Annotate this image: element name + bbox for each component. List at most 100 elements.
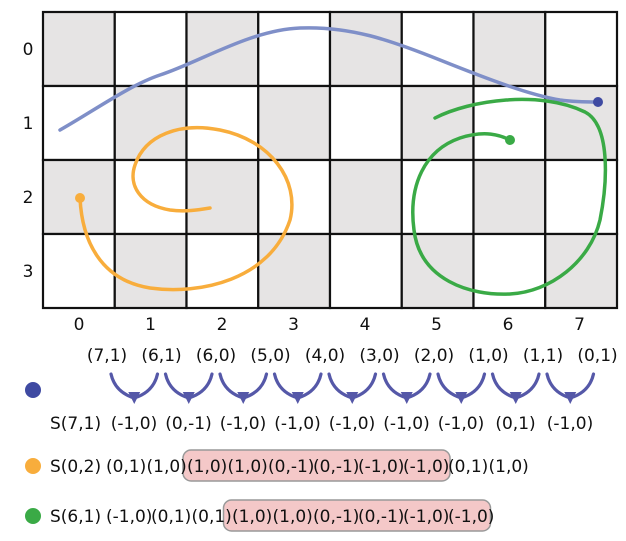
blue-move: (-1,0) <box>111 414 157 434</box>
orange-move: (0,1) <box>106 457 146 477</box>
grid-cell <box>41 84 116 162</box>
green-highlight-move: (-1,0) <box>448 507 494 527</box>
grid-cell <box>41 232 116 310</box>
blue-coordinate: (1,0) <box>468 346 508 366</box>
blue-arrow <box>436 372 487 404</box>
green-trajectory <box>411 97 608 296</box>
grid-cell <box>472 232 547 310</box>
green-start-label: S(6,1) <box>50 507 101 527</box>
blue-move: (-1,0) <box>383 414 429 434</box>
blue-move: (-1,0) <box>547 414 593 434</box>
blue-arrow <box>327 372 378 404</box>
row-label: 2 <box>23 188 34 208</box>
grid-cell <box>472 10 547 88</box>
orange-start-label: S(0,2) <box>50 457 101 477</box>
green-trajectory-end-dot <box>505 135 515 145</box>
trajectory-curves <box>58 26 608 296</box>
orange-highlight-move: (-1,0) <box>403 457 449 477</box>
orange-highlight-box <box>182 449 451 482</box>
green-move: (-1,0) <box>106 507 152 527</box>
blue-arrow <box>163 372 214 404</box>
row-label: 1 <box>23 114 34 134</box>
column-label: 2 <box>217 315 228 335</box>
blue-coordinate-row: (7,1) (6,1) (6,0) (5,0) (4,0) (3,0) (2,0) (1,0)… <box>87 346 618 366</box>
grid-cell <box>544 232 619 310</box>
column-labels: 0 1 2 3 4 5 6 7 <box>74 315 585 335</box>
orange-trajectory-start-dot <box>75 193 85 203</box>
blue-coordinate: (7,1) <box>87 346 127 366</box>
blue-sequence-dot <box>25 382 41 398</box>
grid-board <box>41 10 619 310</box>
orange-highlight-move: (0,-1) <box>268 457 314 477</box>
grid-cell <box>185 84 260 162</box>
column-label: 0 <box>74 315 85 335</box>
grid-cell <box>328 84 403 162</box>
blue-move: (-1,0) <box>220 414 266 434</box>
green-highlight-box <box>222 499 492 532</box>
grid-cell <box>113 158 188 236</box>
green-move: (0,1) <box>151 507 191 527</box>
orange-move: (0,1) <box>448 457 488 477</box>
grid-cell <box>400 232 475 310</box>
green-highlight-move: (-1,0) <box>403 507 449 527</box>
blue-arrow <box>218 372 269 404</box>
blue-coordinate: (4,0) <box>305 346 345 366</box>
grid-cell <box>113 10 188 88</box>
column-label: 3 <box>288 315 299 335</box>
grid-cell <box>544 10 619 88</box>
green-move: (0,1) <box>192 507 232 527</box>
orange-highlight-move: (0,-1) <box>313 457 359 477</box>
orange-move: (1,0) <box>489 457 529 477</box>
grid-cell <box>185 158 260 236</box>
green-highlight-move: (0,-1) <box>358 507 404 527</box>
blue-move: (-1,0) <box>274 414 320 434</box>
column-label: 1 <box>145 315 156 335</box>
orange-sequence-dot <box>25 458 41 474</box>
orange-move: (1,0) <box>147 457 187 477</box>
column-label: 7 <box>574 315 585 335</box>
grid-cell <box>472 84 547 162</box>
blue-coordinate: (6,1) <box>141 346 181 366</box>
grid-cell <box>113 232 188 310</box>
blue-move: (-1,0) <box>329 414 375 434</box>
blue-coordinate: (6,0) <box>196 346 236 366</box>
column-label: 5 <box>431 315 442 335</box>
blue-arrow <box>545 372 596 404</box>
grid-cell <box>257 10 332 88</box>
grid-cell <box>257 84 332 162</box>
blue-coordinate: (3,0) <box>359 346 399 366</box>
column-label: 6 <box>503 315 514 335</box>
green-highlight-move: (0,-1) <box>313 507 359 527</box>
grid-cell <box>257 158 332 236</box>
green-highlight-move: (1,0) <box>232 507 272 527</box>
orange-highlight-move: (1,0) <box>187 457 227 477</box>
orange-highlight-move: (-1,0) <box>358 457 404 477</box>
blue-start-label: S(7,1) <box>50 414 101 434</box>
orange-trajectory <box>78 125 294 292</box>
row-label: 3 <box>23 262 34 282</box>
blue-arrow <box>109 372 160 404</box>
blue-move-row: S(7,1) (-1,0) (0,-1) (-1,0) (-1,0) (-1,0) (-1,… <box>50 414 593 434</box>
grid-cell <box>113 84 188 162</box>
green-highlight-move: (1,0) <box>273 507 313 527</box>
blue-trajectory <box>58 26 600 132</box>
grid-cell <box>257 232 332 310</box>
blue-arrow <box>490 372 541 404</box>
blue-coordinate: (1,1) <box>523 346 563 366</box>
grid-cell <box>41 10 116 88</box>
blue-move: (0,-1) <box>165 414 211 434</box>
green-move-row: S(6,1) (-1,0)(0,1) (0,1) (1,0) (1,0) (0,-1)(0… <box>50 499 494 532</box>
blue-coordinate: (2,0) <box>414 346 454 366</box>
column-label: 4 <box>360 315 371 335</box>
blue-coordinate: (5,0) <box>250 346 290 366</box>
green-sequence-dot <box>25 508 41 524</box>
grid-cell <box>328 158 403 236</box>
blue-trajectory-end-dot <box>593 97 603 107</box>
grid-cell <box>544 84 619 162</box>
blue-arrow-row <box>109 372 596 404</box>
blue-arrow <box>381 372 432 404</box>
grid-cell <box>472 158 547 236</box>
row-label: 0 <box>23 40 34 60</box>
grid-cell <box>328 10 403 88</box>
